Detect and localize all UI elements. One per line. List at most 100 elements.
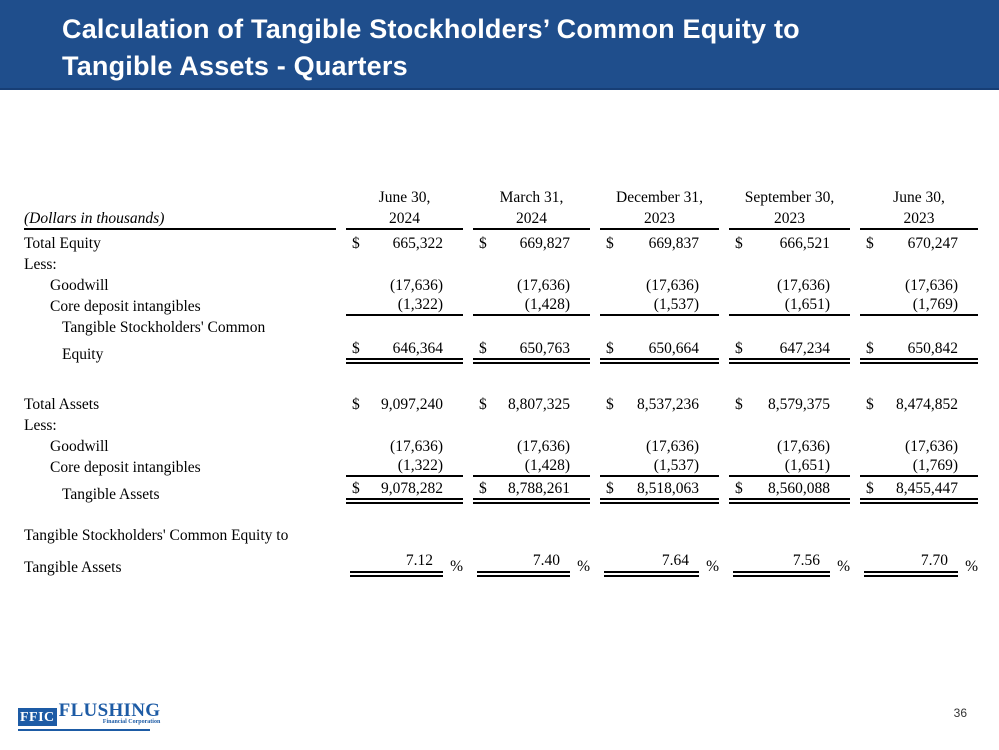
row-label: Less: xyxy=(24,417,57,434)
col-header-date: September 30, xyxy=(744,189,835,206)
value-cell: (17,636) xyxy=(905,438,958,455)
row-tsce-total: Equity $646,364 $650,763 $650,664 $647,2… xyxy=(24,337,978,364)
tangible-equity-table: June 30, March 31, December 31, Septembe… xyxy=(24,186,978,577)
value-cell: (17,636) xyxy=(390,438,443,455)
value-cell: (17,636) xyxy=(777,438,830,455)
logo-rule xyxy=(18,729,150,731)
dollar-sign: $ xyxy=(352,340,360,357)
row-label: Goodwill xyxy=(50,277,109,294)
slide-footer: FFIC FLUSHING Financial Corporation 36 xyxy=(0,694,999,750)
ratio-cell: 7.12% xyxy=(346,552,463,577)
value-cell: (1,651) xyxy=(729,457,850,477)
value-cell: $650,664 xyxy=(600,340,719,364)
col-header-date: December 31, xyxy=(616,189,703,206)
value-cell: $8,579,375 xyxy=(735,396,830,413)
ratio-cell: 7.40% xyxy=(473,552,590,577)
dollar-sign: $ xyxy=(479,396,487,413)
dollar-sign: $ xyxy=(606,235,614,252)
value-cell: $8,807,325 xyxy=(479,396,570,413)
value-cell: $650,763 xyxy=(473,340,590,364)
row-label: Core deposit intangibles xyxy=(50,298,201,315)
value-cell: $650,842 xyxy=(860,340,978,364)
value-cell: $8,537,236 xyxy=(606,396,699,413)
row-goodwill-assets: Goodwill (17,636) (17,636) (17,636) (17,… xyxy=(24,435,976,456)
row-label: Core deposit intangibles xyxy=(50,459,201,476)
col-header-year: 2023 xyxy=(600,210,719,230)
col-header-date: June 30, xyxy=(378,189,431,206)
row-label: Tangible Stockholders' Common xyxy=(62,319,266,336)
row-label: Tangible Assets xyxy=(24,559,122,576)
ratio-cell: 7.56% xyxy=(729,552,850,577)
row-less-assets: Less: xyxy=(24,414,976,435)
row-total-equity: Total Equity $665,322 $669,827 $669,837 … xyxy=(24,230,976,253)
value-cell: $669,837 xyxy=(606,235,699,252)
value-cell: $646,364 xyxy=(346,340,463,364)
value-cell: (1,769) xyxy=(860,296,978,316)
dollar-sign: $ xyxy=(735,340,743,357)
value-cell: (17,636) xyxy=(517,438,570,455)
dollar-sign: $ xyxy=(735,396,743,413)
value-cell: $666,521 xyxy=(735,235,830,252)
col-header-year: 2023 xyxy=(729,210,850,230)
value-cell: $9,078,282 xyxy=(346,480,463,504)
row-label: Goodwill xyxy=(50,438,109,455)
dollar-sign: $ xyxy=(606,396,614,413)
value-cell: $8,788,261 xyxy=(473,480,590,504)
dollar-sign: $ xyxy=(606,340,614,357)
logo-subtitle: Financial Corporation xyxy=(102,719,161,725)
table-header-row-1: June 30, March 31, December 31, Septembe… xyxy=(24,186,976,207)
value-cell: $669,827 xyxy=(479,235,570,252)
logo-ffic-badge: FFIC xyxy=(18,708,57,726)
value-cell: (17,636) xyxy=(517,277,570,294)
row-tsce-label: Tangible Stockholders' Common xyxy=(24,316,976,337)
percent-sign: % xyxy=(965,558,978,575)
col-header-date: March 31, xyxy=(499,189,564,206)
logo-company-name: FLUSHING xyxy=(58,700,161,721)
units-label: (Dollars in thousands) xyxy=(24,210,336,230)
dollar-sign: $ xyxy=(866,396,874,413)
dollar-sign: $ xyxy=(352,235,360,252)
value-cell: $670,247 xyxy=(866,235,958,252)
table-header-row-2: (Dollars in thousands) 2024 2024 2023 20… xyxy=(24,207,978,230)
value-cell: (1,537) xyxy=(600,296,719,316)
page-number: 36 xyxy=(953,706,967,720)
value-cell: (1,428) xyxy=(473,457,590,477)
row-ratio-values: Tangible Assets 7.12% 7.40% 7.64% 7.56% … xyxy=(24,545,978,577)
dollar-sign: $ xyxy=(735,480,743,497)
value-cell: (1,537) xyxy=(600,457,719,477)
col-header-date: June 30, xyxy=(893,189,945,206)
ratio-cell: 7.64% xyxy=(600,552,719,577)
dollar-sign: $ xyxy=(866,340,874,357)
col-header-year: 2023 xyxy=(860,210,978,230)
ffic-flushing-logo: FFIC FLUSHING Financial Corporation xyxy=(18,701,160,731)
value-cell: (17,636) xyxy=(777,277,830,294)
percent-sign: % xyxy=(706,558,719,575)
row-goodwill-equity: Goodwill (17,636) (17,636) (17,636) (17,… xyxy=(24,274,976,295)
row-core-deposit-equity: Core deposit intangibles (1,322) (1,428)… xyxy=(24,295,978,316)
value-cell: $9,097,240 xyxy=(352,396,443,413)
value-cell: $647,234 xyxy=(729,340,850,364)
value-cell: (1,428) xyxy=(473,296,590,316)
row-label: Less: xyxy=(24,256,57,273)
value-cell: (1,322) xyxy=(346,457,463,477)
value-cell: (17,636) xyxy=(646,277,699,294)
row-label: Tangible Stockholders' Common Equity to xyxy=(24,527,289,544)
ratio-cell: 7.70% xyxy=(860,552,978,577)
value-cell: (1,322) xyxy=(346,296,463,316)
row-label: Equity xyxy=(62,346,104,363)
dollar-sign: $ xyxy=(352,480,360,497)
dollar-sign: $ xyxy=(866,480,874,497)
value-cell: (1,651) xyxy=(729,296,850,316)
dollar-sign: $ xyxy=(866,235,874,252)
row-label: Tangible Assets xyxy=(62,486,160,503)
slide-title-line2: Tangible Assets - Quarters xyxy=(62,51,408,81)
value-cell: $8,518,063 xyxy=(600,480,719,504)
slide-title: Calculation of Tangible Stockholders’ Co… xyxy=(62,11,969,85)
percent-sign: % xyxy=(577,558,590,575)
percent-sign: % xyxy=(837,558,850,575)
row-core-deposit-assets: Core deposit intangibles (1,322) (1,428)… xyxy=(24,456,978,477)
row-tangible-assets-total: Tangible Assets $9,078,282 $8,788,261 $8… xyxy=(24,477,978,504)
row-ratio-label: Tangible Stockholders' Common Equity to xyxy=(24,524,976,545)
slide-title-bar: Calculation of Tangible Stockholders’ Co… xyxy=(0,0,999,90)
dollar-sign: $ xyxy=(479,235,487,252)
